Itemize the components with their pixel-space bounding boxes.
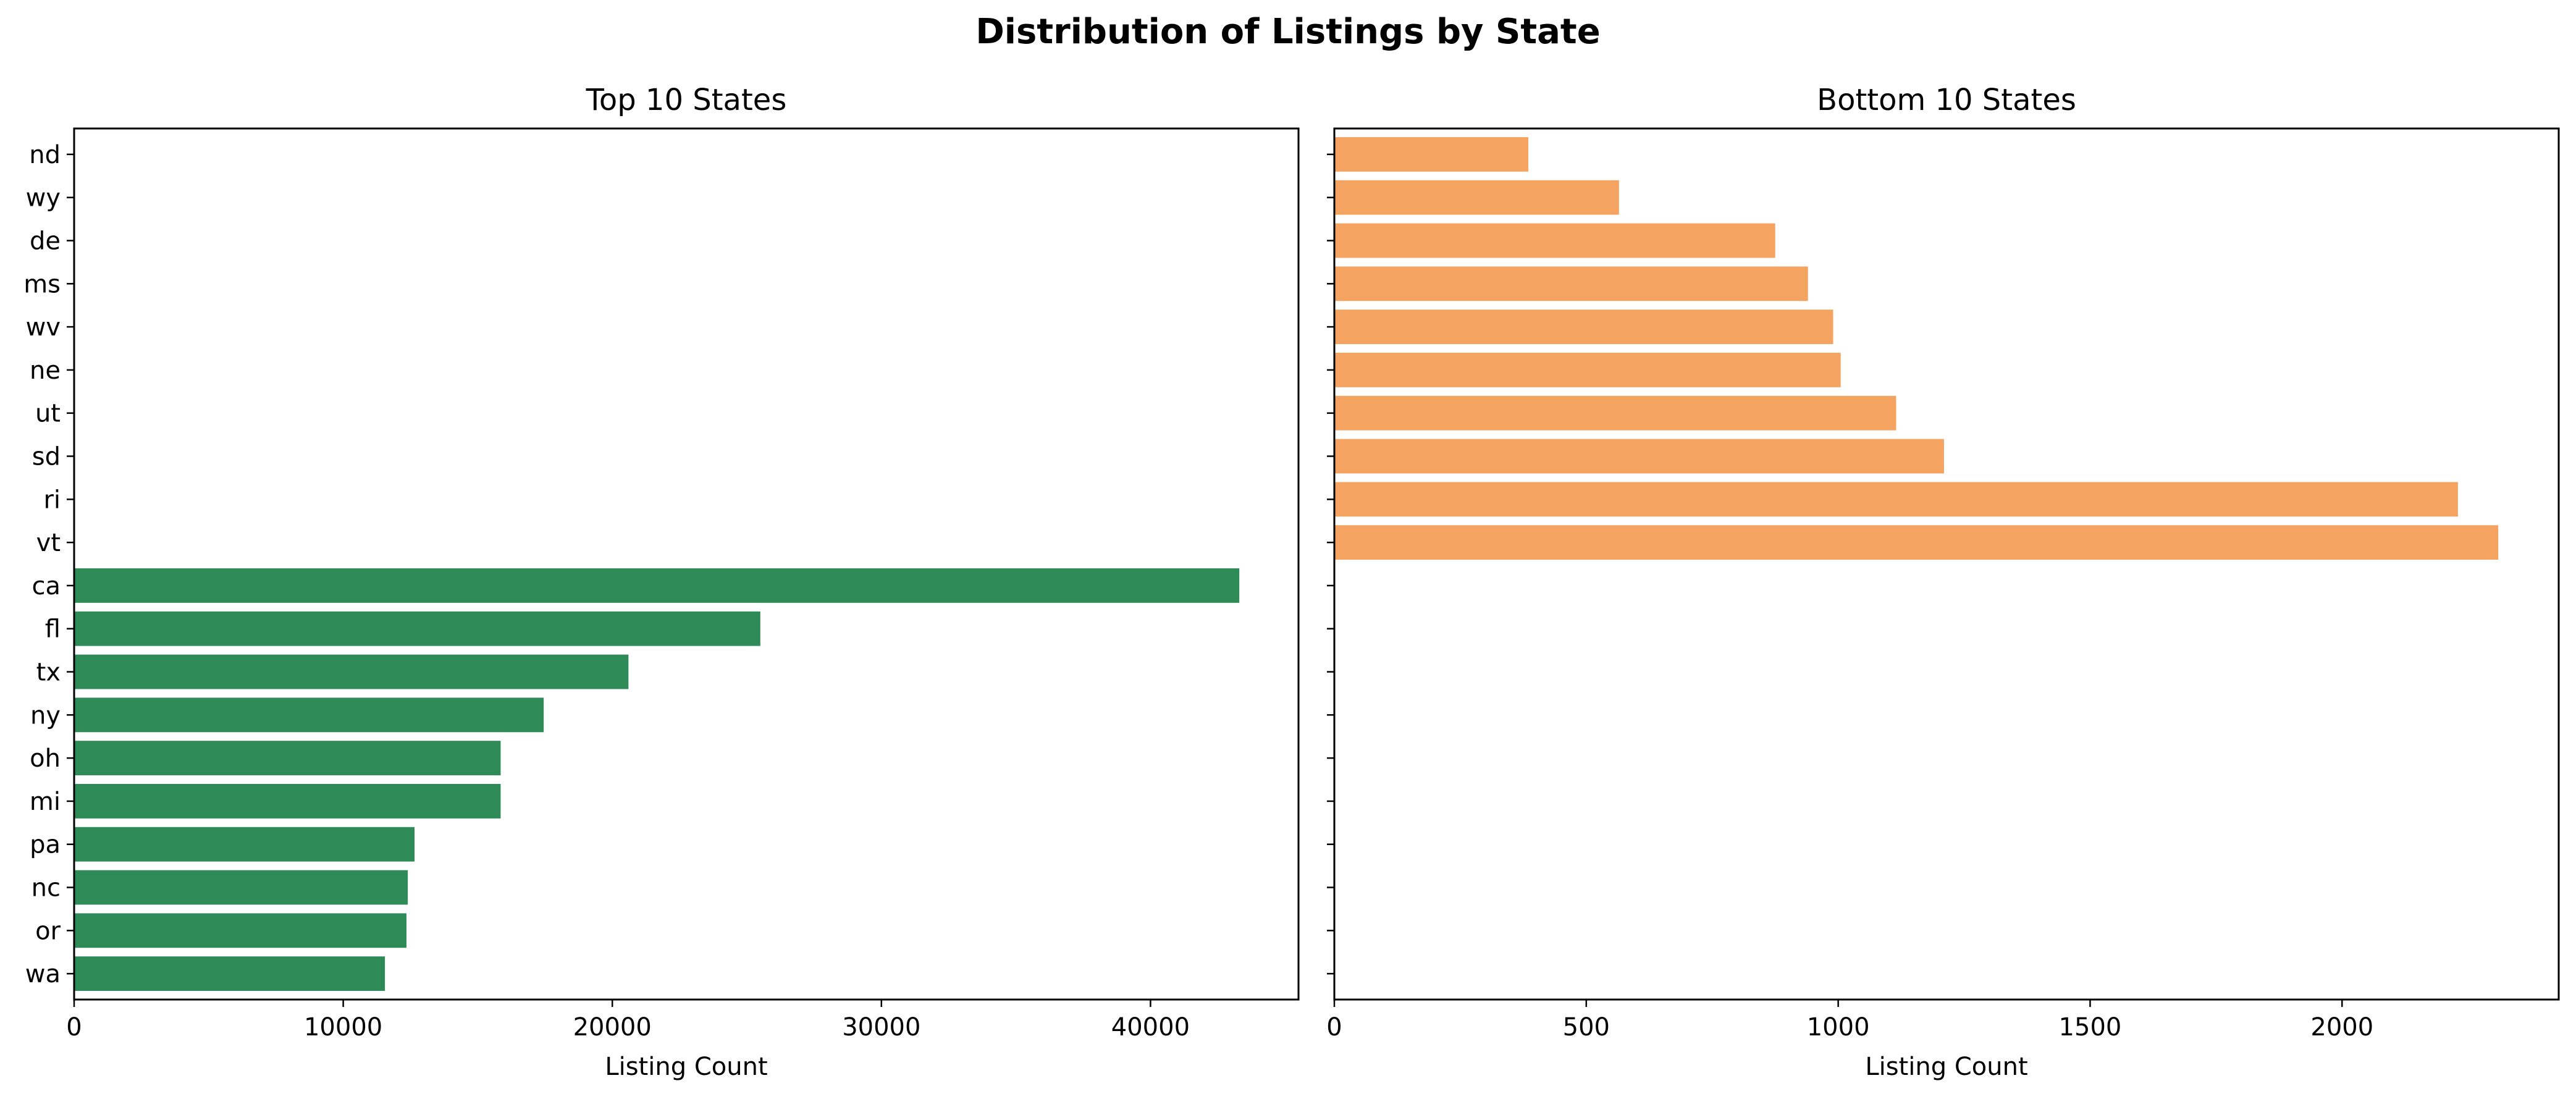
y-tick-label-de: de	[30, 227, 61, 255]
y-tick-label-vt: vt	[36, 529, 61, 557]
bottom-10-states-bar-de	[1334, 223, 1775, 258]
bottom-10-states-bar-wv	[1334, 309, 1833, 345]
y-tick-label-or: or	[35, 917, 61, 945]
y-tick-label-ri: ri	[43, 486, 61, 514]
y-tick-label-ca: ca	[32, 572, 61, 600]
top-10-states-x-tick-label-40000: 40000	[1111, 1013, 1190, 1042]
y-tick-label-ne: ne	[30, 356, 61, 385]
y-tick-label-wa: wa	[25, 960, 61, 988]
top-10-states-bar-pa	[74, 827, 415, 862]
bottom-10-states-y-ticks	[1327, 153, 1334, 975]
y-tick-label-wv: wv	[26, 313, 61, 342]
top-10-states-x-tick-label-0: 0	[66, 1013, 82, 1042]
y-tick-label-ny: ny	[30, 701, 61, 730]
top-10-states-bar-tx	[74, 654, 629, 689]
y-tick-label-ut: ut	[35, 400, 61, 428]
y-tick-label-tx: tx	[36, 659, 61, 687]
top-10-states-bar-nc	[74, 870, 408, 905]
top-10-states-x-tick-label-20000: 20000	[573, 1013, 652, 1042]
y-tick-label-sd: sd	[32, 442, 61, 471]
bottom-10-states-x-axis-label: Listing Count	[1865, 1053, 2027, 1081]
top-10-states-title: Top 10 States	[586, 83, 787, 117]
bottom-10-states-x-tick-label-500: 500	[1563, 1013, 1610, 1042]
bottom-10-states-bar-wy	[1334, 180, 1619, 215]
top-10-states-x-tick-label-30000: 30000	[842, 1013, 920, 1042]
top-10-states-x-ticks: 0 10000 20000 30000 40000	[66, 1000, 1190, 1042]
bottom-10-states-bar-vt	[1334, 525, 2499, 560]
bottom-10-states-plot-frame	[1333, 127, 2560, 1001]
bottom-10-states-x-ticks: 0 500 1000 1500 2000	[1326, 1000, 2373, 1042]
top-10-states-plot-frame	[73, 127, 1300, 1001]
bottom-10-states-x-tick-label-2000: 2000	[2310, 1013, 2373, 1042]
bottom-10-states-bar-nd	[1334, 137, 1529, 172]
figure-title: Distribution of Listings by State	[975, 12, 1600, 52]
y-tick-label-nc: nc	[32, 874, 61, 903]
bottom-10-states-panel: Bottom 10 States Listing Count 0 500 1000 1…	[1326, 83, 2560, 1081]
top-10-states-bar-mi	[74, 783, 501, 819]
y-tick-label-wy: wy	[26, 184, 61, 213]
top-10-states-bar-ca	[74, 568, 1240, 603]
top-10-states-bar-or	[74, 913, 406, 948]
top-10-states-bar-fl	[74, 611, 760, 646]
bottom-10-states-bar-ne	[1334, 352, 1841, 387]
top-10-states-bar-ny	[74, 697, 544, 733]
bottom-10-states-bar-ri	[1334, 482, 2458, 517]
bottom-10-states-bar-ms	[1334, 266, 1808, 301]
y-tick-label-pa: pa	[30, 831, 61, 859]
y-tick-label-fl: fl	[45, 615, 61, 644]
bottom-10-states-bar-ut	[1334, 395, 1896, 431]
top-10-states-panel: Top 10 States Listing Count wa or nc pa mi oh…	[23, 83, 1300, 1081]
top-10-states-bars	[74, 568, 1240, 992]
top-10-states-bar-oh	[74, 741, 501, 776]
y-tick-label-ms: ms	[23, 270, 61, 298]
y-tick-label-nd: nd	[29, 141, 61, 169]
y-tick-label-oh: oh	[30, 744, 61, 773]
top-10-states-bar-wa	[74, 956, 385, 992]
top-10-states-x-axis-label: Listing Count	[605, 1053, 767, 1081]
bottom-10-states-title: Bottom 10 States	[1817, 83, 2076, 117]
bottom-10-states-x-tick-label-1000: 1000	[1807, 1013, 1870, 1042]
state-tick-labels: wa or nc pa mi oh ny tx fl ca vt ri sd ut ne wv ms de wy nd	[23, 141, 74, 988]
top-10-states-x-tick-label-10000: 10000	[304, 1013, 382, 1042]
bottom-10-states-bars	[1334, 137, 2499, 560]
y-tick-label-mi: mi	[30, 788, 61, 816]
bottom-10-states-bar-sd	[1334, 439, 1944, 474]
bottom-10-states-x-tick-label-1500: 1500	[2059, 1013, 2122, 1042]
bottom-10-states-x-tick-label-0: 0	[1326, 1013, 1342, 1042]
